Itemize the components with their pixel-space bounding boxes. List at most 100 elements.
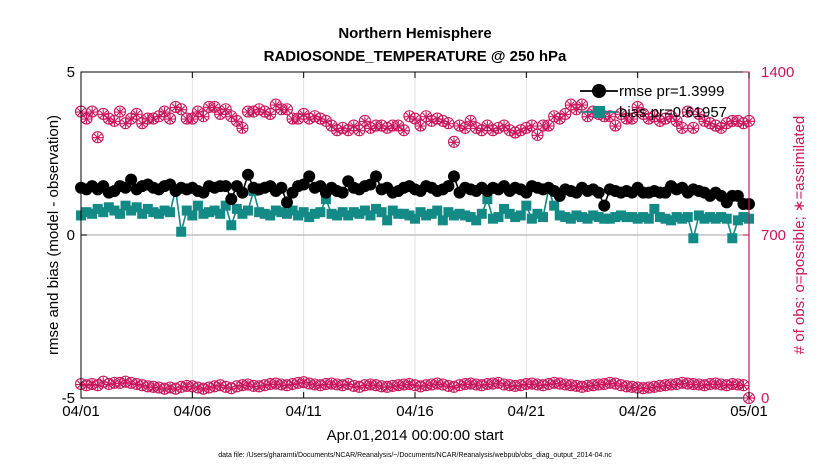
bias-point (281, 208, 292, 219)
obs-high-assimilated-point (92, 132, 103, 143)
asterisk-stroke (210, 103, 219, 112)
asterisk-stroke (672, 117, 681, 126)
obs-high-possible-point (236, 121, 249, 134)
asterisk-stroke (327, 122, 336, 130)
bias-point (365, 210, 376, 221)
y-axis-right-ticks: 0 700 1400 (743, 64, 794, 407)
bias-point (359, 205, 370, 216)
obs-high-assimilated-point (165, 114, 176, 125)
obs-high-assimilated-point (532, 130, 543, 141)
y-left-tick-label: 5 (67, 64, 75, 81)
obs-high-assimilated-point (465, 116, 476, 127)
bias-point (209, 205, 220, 216)
obs-high-possible-point (280, 103, 294, 116)
x-tick-label: 04/11 (285, 403, 321, 420)
bias-point (521, 200, 532, 211)
asterisk-stroke (238, 124, 247, 133)
asterisk-stroke (533, 131, 542, 140)
obs-high-assimilated-point (187, 114, 198, 125)
asterisk-stroke (155, 112, 163, 121)
bias-point (81, 207, 92, 218)
asterisk-stroke (355, 126, 364, 135)
asterisk-stroke (477, 126, 486, 135)
bias-point (471, 215, 482, 226)
asterisk-stroke (578, 101, 586, 109)
obs-high-possible-point (687, 121, 700, 134)
asterisk-stroke (322, 117, 330, 126)
bias-point (287, 205, 298, 216)
y-left-tick-label: 0 (67, 227, 75, 244)
asterisk-stroke (572, 105, 581, 114)
rmse-point (336, 186, 349, 199)
obs-high-assimilated-point (410, 114, 420, 125)
bias-point (549, 200, 560, 211)
rmse-point (442, 180, 455, 193)
bias-point (588, 210, 599, 221)
obs-high-assimilated-point (354, 125, 365, 136)
bias-point (343, 210, 354, 221)
asterisk-stroke (544, 122, 553, 130)
y-left-tick-label: -5 (62, 390, 75, 407)
x-tick-label: 04/21 (508, 403, 546, 420)
asterisk-stroke (193, 108, 202, 116)
obs-high-assimilated-point (649, 111, 660, 122)
obs-low-assimilated-point (738, 380, 749, 391)
y-axis-left-label: rmse and bias (model - observation) (45, 115, 62, 355)
legend-rmse-marker (592, 84, 606, 98)
rmse-point (447, 170, 460, 183)
bias-point (599, 213, 610, 224)
obs-high-assimilated-point (604, 111, 615, 122)
obs-high-possible-point (542, 119, 555, 132)
obs-high-assimilated-point (109, 116, 120, 127)
bias-point (705, 212, 716, 223)
bias-point (398, 208, 409, 219)
bias-point (688, 233, 699, 244)
bias-point (649, 203, 660, 214)
bias-point (226, 220, 237, 231)
bias-point (293, 210, 304, 221)
bias-point (276, 207, 287, 218)
bias-point (560, 212, 571, 223)
bias-point (465, 212, 476, 223)
bias-point (371, 203, 382, 214)
rmse-point (303, 170, 316, 183)
obs-high-assimilated-point (565, 100, 576, 111)
bias-point (237, 208, 248, 219)
bias-point (254, 207, 265, 218)
asterisk-stroke (561, 110, 570, 119)
bias-point (571, 210, 582, 221)
rmse-point (125, 173, 138, 186)
bias-point (265, 210, 276, 221)
bias-point (376, 207, 387, 218)
rmse-point (225, 193, 238, 206)
asterisk-stroke (221, 105, 230, 114)
bias-point (432, 205, 443, 216)
y-right-tick-label: 700 (761, 227, 786, 244)
obs-high-possible-point (681, 105, 694, 118)
bias-point (309, 208, 320, 219)
bias-point (332, 210, 343, 221)
asterisk-stroke (450, 138, 458, 147)
obs-high-assimilated-point (298, 109, 309, 120)
asterisk-stroke (127, 115, 136, 123)
rmse-point (242, 168, 254, 181)
asterisk-stroke (271, 101, 280, 109)
bias-point (666, 215, 677, 226)
asterisk-stroke (650, 112, 659, 121)
bias-point (716, 212, 727, 223)
bias-point (710, 213, 721, 224)
asterisk-stroke (360, 117, 369, 126)
asterisk-stroke (689, 124, 698, 133)
bias-point (410, 213, 420, 224)
bias-point (437, 215, 448, 226)
bias-point (526, 213, 537, 224)
asterisk-stroke (116, 108, 124, 116)
bias-point (348, 207, 359, 218)
asterisk-stroke (555, 115, 564, 123)
asterisk-stroke (132, 110, 141, 119)
obs-high-assimilated-point (415, 121, 426, 132)
bias-point (231, 203, 242, 214)
asterisk-stroke (121, 119, 130, 128)
obs-high-assimilated-point (448, 137, 459, 148)
